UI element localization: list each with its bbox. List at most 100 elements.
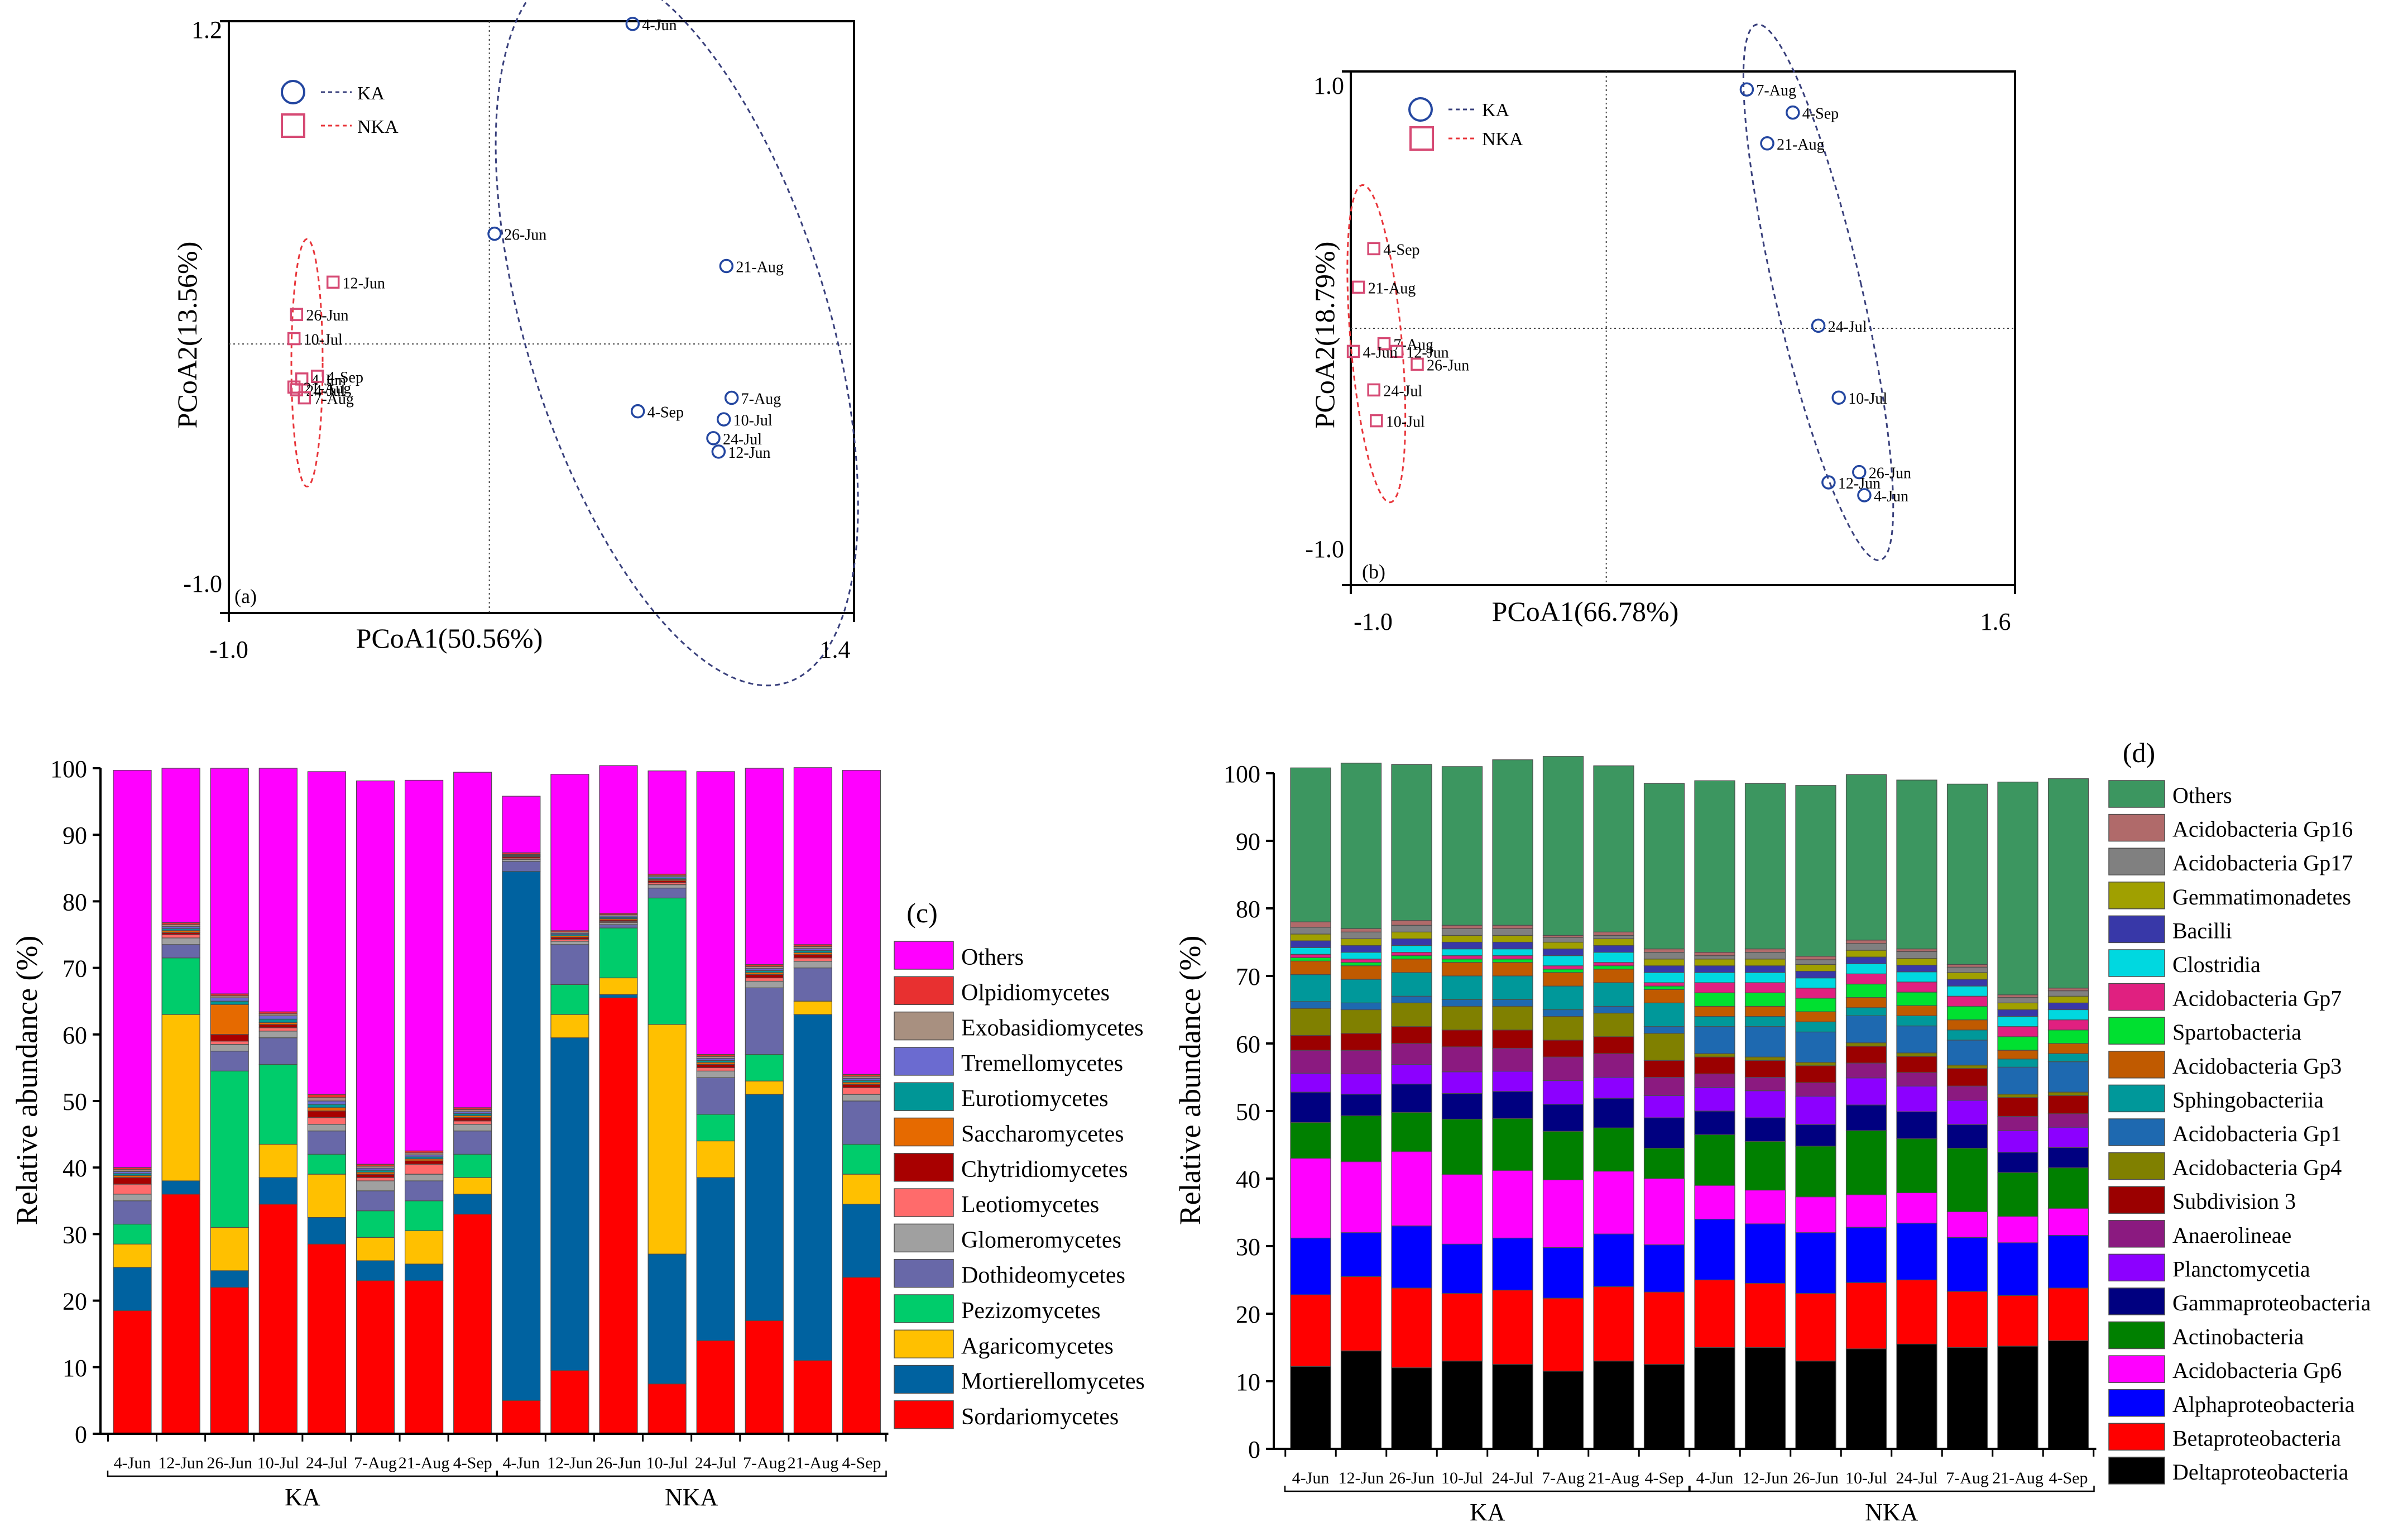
x-tick-label: 21-Aug [1588,1469,1639,1487]
bar-segment-acidobacteria-gp1-11 [1845,1015,1887,1043]
bar-segment-eurotiomycetes-4 [307,1104,347,1108]
bar-segment-acidobacteria-gp4-12 [1896,1052,1937,1057]
bar-segment-dothideomycetes-12 [696,1077,735,1115]
legend-label: Others [961,945,1024,970]
x-tick-label: 12-Jun [547,1454,593,1472]
bar-segment-acidobacteria-gp4-1 [1340,1009,1382,1034]
bar-segment-leotiomycetes-15 [842,1087,881,1095]
x-tick-label: 7-Aug [743,1454,786,1472]
bar-segment-sordariomycetes-1 [161,1194,200,1434]
bar-segment-acidobacteria-gp4-4 [1492,1006,1533,1031]
y-tick-label: 90 [63,822,87,849]
bar-segment-acidobacteria-gp17-15 [2047,990,2089,997]
point-label: 4-Jun [1874,488,1908,505]
bar-segment-betaproteobacteria-1 [1340,1276,1382,1352]
legend-swatch-acidobacteria-gp4 [2108,1152,2165,1180]
point-label: 24-Jul [306,382,345,400]
bar-segment-deltaproteobacteria-6 [1593,1361,1634,1449]
bar-segment-deltaproteobacteria-4 [1492,1364,1533,1449]
bar-segment-spartobacteria-4 [1492,959,1533,963]
group-label-nka: NKA [1865,1499,1918,1526]
bar-segment-pezizomycetes-9 [550,984,589,1015]
bar-segment-saccharomycetes-2 [210,1004,249,1035]
bar-segment-olpidiomycetes-4 [307,1094,347,1098]
bar-segment-clostridia-2 [1391,945,1432,953]
point-ka-21-Aug [1760,136,1774,151]
point-label: 24-Jul [1383,382,1422,400]
y-tick-label: 50 [1236,1098,1260,1126]
point-ka-4-Sep [1786,105,1800,120]
bar-segment-sordariomycetes-11 [647,1383,687,1434]
bar-segment-chytridiomycetes-0 [113,1177,152,1185]
point-label: 21-Aug [1368,280,1416,297]
bar-segment-others-11 [1845,774,1887,941]
bar-segment-dothideomycetes-7 [453,1131,492,1155]
bar-segment-acidobacteria-gp6-1 [1340,1161,1382,1233]
bar-segment-dothideomycetes-8 [502,861,541,872]
bar-segment-acidobacteria-gp17-2 [1391,925,1432,932]
bar-segment-sordariomycetes-14 [793,1360,833,1434]
bar-segment-leotiomycetes-7 [453,1121,492,1125]
bar-segment-pezizomycetes-10 [599,927,638,979]
bar-segment-clostridia-11 [1845,963,1887,974]
bar-segment-clostridia-12 [1896,971,1937,983]
bar-segment-bacilli-12 [1896,965,1937,973]
bar-segment-clostridia-9 [1744,972,1786,983]
bar-segment-acidobacteria-gp3-5 [1542,972,1584,987]
bar-segment-acidobacteria-gp1-4 [1492,999,1533,1007]
panel-a-ylabel: PCoA2(13.56%) [171,242,203,429]
legend-swatch-pezizomycetes [894,1294,954,1323]
bar-segment-subdivision-3-4 [1492,1030,1533,1049]
bar-segment-acidobacteria-gp16-10 [1795,956,1836,960]
legend-swatch-actinobacteria [2108,1321,2165,1349]
legend-label: Spartobacteria [2172,1019,2301,1045]
bar-segment-acidobacteria-gp7-10 [1795,988,1836,999]
panel-a-legend: KA NKA [281,80,399,138]
bar-segment-actinobacteria-9 [1744,1141,1786,1191]
x-tick-label: 10-Jul [646,1454,688,1472]
bar-segment-acidobacteria-gp1-6 [1593,1006,1634,1014]
bar-segment-bacilli-4 [1492,941,1533,950]
panel-b-legend: KA NKA [1408,97,1523,151]
bar-segment-dothideomycetes-14 [793,967,833,1002]
x-tick-label: 10-Jul [1441,1469,1483,1487]
bar-segment-deltaproteobacteria-7 [1643,1364,1685,1449]
bar-segment-mortierellomycetes-7 [453,1194,492,1215]
bar-segment-pezizomycetes-7 [453,1153,492,1178]
bar-segment-agaricomycetes-14 [793,1000,833,1015]
bar-segment-gammaproteobacteria-6 [1593,1098,1634,1128]
bar-segment-acidobacteria-gp17-1 [1340,931,1382,940]
bar-segment-acidobacteria-gp3-14 [1997,1050,2038,1060]
bar-segment-others-4 [1492,759,1533,926]
x-tick-label: 7-Aug [1946,1469,1989,1487]
y-tick-label: 30 [63,1221,87,1248]
bar-segment-gemmatimonadetes-0 [1290,933,1331,941]
bar-segment-spartobacteria-14 [1997,1036,2038,1051]
bar-segment-alphaproteobacteria-15 [2047,1235,2089,1289]
bar-segment-bacilli-9 [1744,965,1786,973]
legend-swatch-others [2108,780,2165,808]
panel-a-xlabel: PCoA1(50.56%) [356,623,543,654]
panel-a-xtick-left: -1.0 [209,636,248,663]
bar-segment-deltaproteobacteria-1 [1340,1350,1382,1449]
bar-segment-acidobacteria-gp17-9 [1744,952,1786,960]
bar-segment-acidobacteria-gp16-2 [1391,920,1432,926]
bar-segment-sphingobacteriia-3 [1441,975,1483,1000]
bar-segment-actinobacteria-15 [2047,1167,2089,1209]
bar-segment-dothideomycetes-4 [307,1131,347,1155]
bar-segment-others-14 [793,767,833,945]
point-nka-10-Jul [1370,414,1383,428]
y-tick-label: 80 [1236,896,1260,923]
y-tick-label: 10 [63,1354,87,1382]
y-tick-label: 40 [63,1155,87,1182]
bar-segment-others-10 [599,765,638,914]
bar-segment-glomeromycetes-13 [745,980,784,988]
bar-segment-chytridiomycetes-4 [307,1110,347,1118]
panel-b-ytick-top: 1.0 [1313,72,1344,99]
bar-segment-clostridia-15 [2047,1009,2089,1021]
bar-segment-spartobacteria-6 [1593,965,1634,970]
bar-segment-gammaproteobacteria-9 [1744,1117,1786,1142]
bar-segment-actinobacteria-11 [1845,1130,1887,1195]
bar-segment-eurotiomycetes-3 [258,1018,298,1023]
